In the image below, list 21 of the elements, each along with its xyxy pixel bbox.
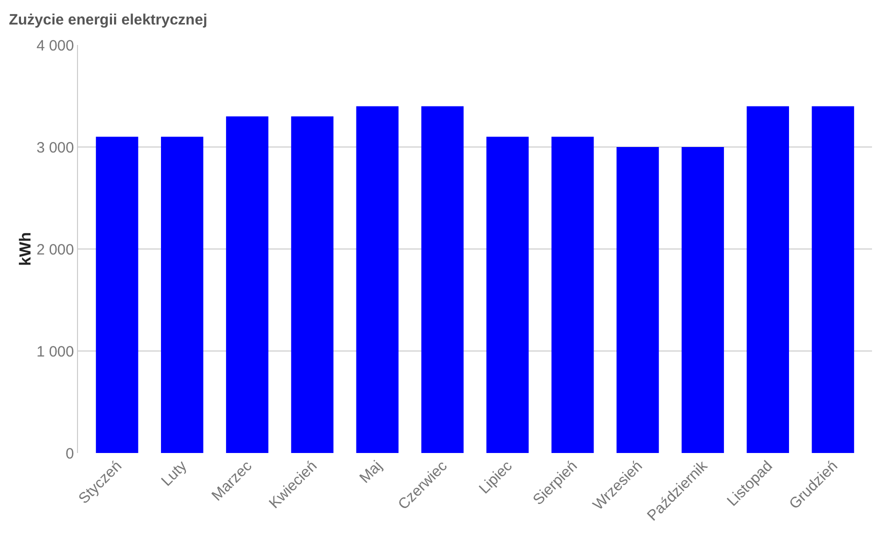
bar: [682, 147, 724, 453]
x-tick-label: Maj: [356, 458, 386, 487]
bar: [421, 106, 464, 453]
y-tick-label: 2 000: [36, 241, 74, 258]
bar: [746, 106, 790, 453]
y-tick-label: 4 000: [36, 37, 74, 54]
y-tick-label: 0: [66, 445, 74, 462]
y-tick-label: 1 000: [36, 343, 74, 360]
y-axis-title: kWh: [17, 232, 34, 266]
bar: [551, 136, 594, 453]
bar: [616, 147, 659, 453]
bar: [486, 136, 529, 453]
bar: [291, 116, 334, 453]
bar: [812, 106, 854, 453]
bar: [160, 136, 204, 453]
bar: [356, 106, 399, 453]
chart-title: Zużycie energii elektrycznej: [8, 11, 208, 28]
bar: [96, 136, 138, 453]
y-tick-label: 3 000: [36, 139, 74, 156]
bar: [226, 116, 268, 453]
x-tick-label: Luty: [158, 457, 191, 490]
